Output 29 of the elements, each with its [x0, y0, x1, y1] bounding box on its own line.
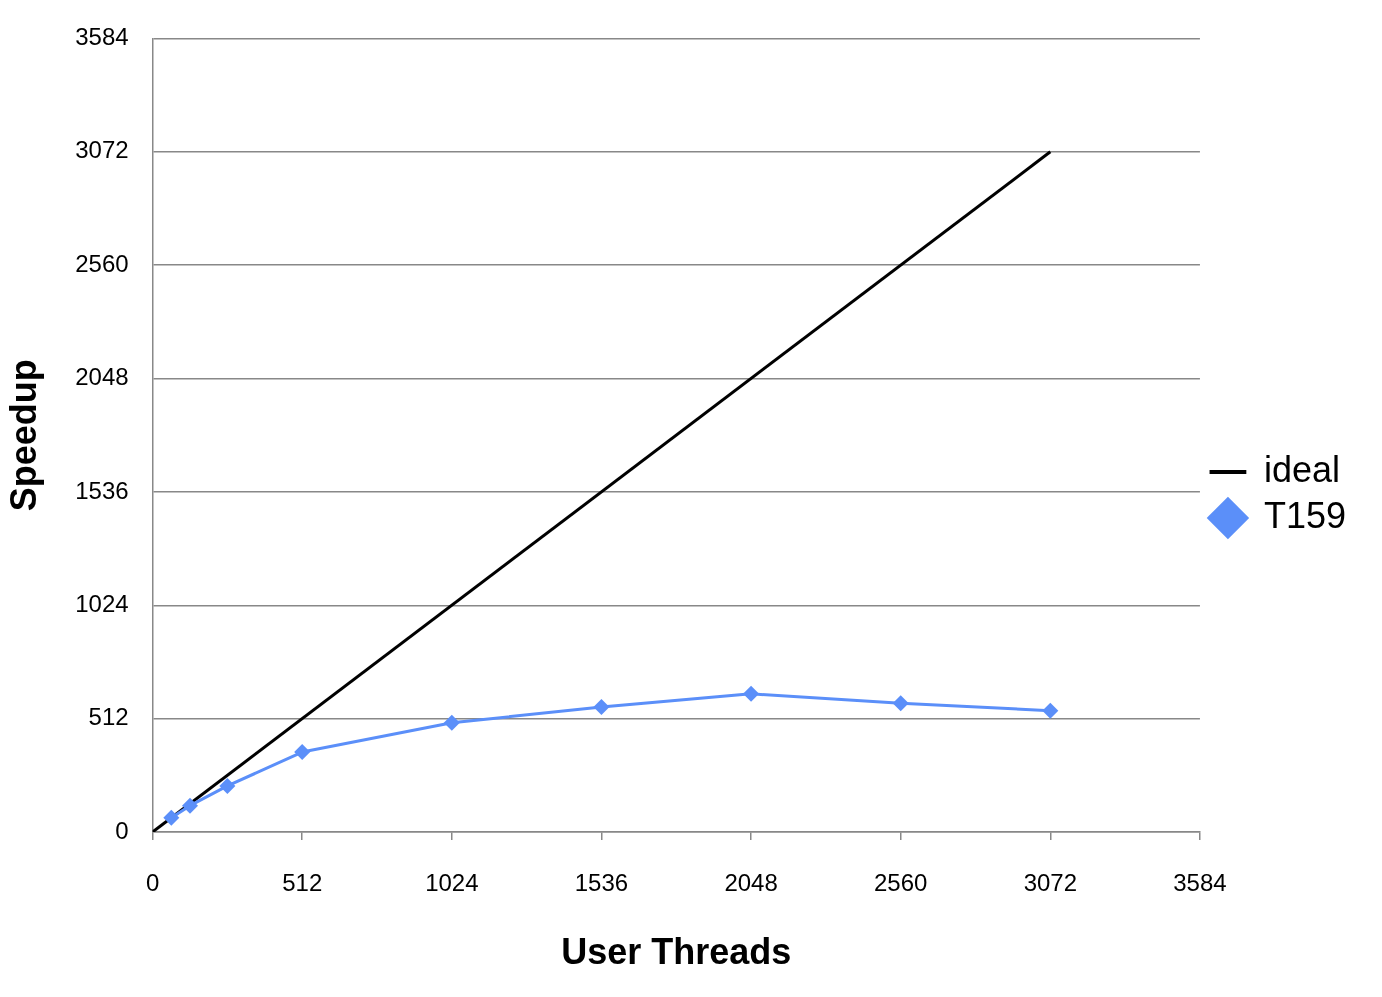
point — [163, 809, 180, 826]
point — [219, 777, 236, 794]
point — [593, 698, 610, 715]
legend-label: T159 — [1263, 494, 1347, 536]
x-tick-label: 2048 — [724, 869, 778, 897]
y-tick-label: 512 — [88, 703, 129, 731]
x-tick-label: 3584 — [1173, 869, 1227, 897]
x-tick-label: 1024 — [425, 869, 479, 897]
y-tick-label: 2048 — [75, 363, 129, 391]
y-tick-label: 3072 — [75, 136, 129, 164]
point — [182, 797, 198, 814]
x-axis-title: User Threads — [561, 931, 792, 973]
y-tick-label: 0 — [115, 816, 129, 844]
y-tick-label: 2560 — [75, 249, 129, 277]
x-tick-label: 0 — [145, 869, 160, 897]
point — [443, 714, 460, 731]
point — [1042, 702, 1059, 719]
y-tick-label: 1536 — [75, 476, 129, 504]
x-tick-label: 2560 — [874, 869, 928, 897]
y-axis-title: Speedup — [2, 359, 44, 512]
y-tick-label: 3584 — [75, 23, 129, 51]
y-tick-label: 1024 — [75, 589, 129, 617]
legend-label: ideal — [1263, 448, 1341, 490]
point — [892, 695, 909, 712]
x-tick-label: 1536 — [574, 869, 629, 897]
point — [294, 744, 311, 761]
x-tick-label: 512 — [282, 869, 323, 897]
point — [743, 685, 760, 702]
x-tick-label: 3072 — [1023, 869, 1078, 897]
